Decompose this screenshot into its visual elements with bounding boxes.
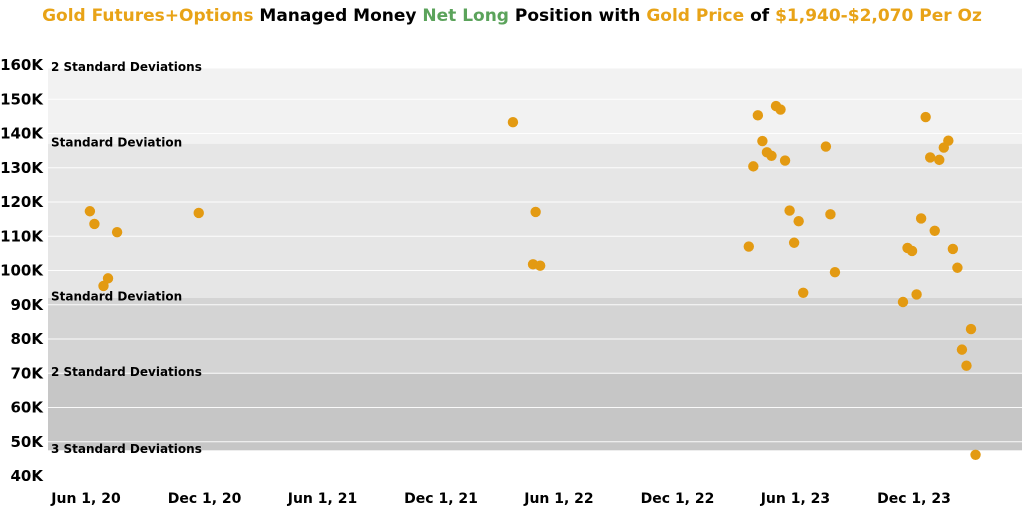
data-point xyxy=(507,116,519,128)
data-point xyxy=(943,135,954,146)
band-label: Standard Deviation xyxy=(51,289,182,303)
data-point xyxy=(748,161,759,172)
title-segment: $1,940-$2,070 Per Oz xyxy=(775,6,982,26)
y-tick-label: 40K xyxy=(11,467,45,485)
band-label: 2 Standard Deviations xyxy=(51,365,202,379)
data-point xyxy=(965,323,977,335)
data-point xyxy=(89,218,100,230)
data-point xyxy=(798,287,809,298)
band-label: 3 Standard Deviations xyxy=(51,442,202,456)
data-point xyxy=(934,154,945,166)
x-tick-label: Jun 1, 20 xyxy=(50,491,121,507)
y-tick-label: 50K xyxy=(11,433,45,451)
x-tick-label: Dec 1, 21 xyxy=(404,491,478,507)
data-point xyxy=(757,135,768,147)
data-point xyxy=(793,215,804,227)
sd-band xyxy=(48,373,1022,451)
data-point xyxy=(752,110,764,121)
chart-title: Gold Futures+Options Managed Money Net L… xyxy=(0,6,1024,26)
data-point xyxy=(84,206,96,217)
y-tick-label: 60K xyxy=(11,399,45,417)
data-point xyxy=(920,111,931,123)
data-point xyxy=(956,344,968,355)
data-point xyxy=(970,449,981,460)
data-point xyxy=(820,141,832,152)
x-tick-label: Jun 1, 23 xyxy=(760,491,830,507)
y-tick-label: 100K xyxy=(0,262,44,280)
data-point xyxy=(924,152,936,163)
title-segment: Gold Price xyxy=(646,6,745,26)
y-tick-label: 160K xyxy=(0,56,44,74)
data-point xyxy=(98,280,109,292)
y-tick-label: 130K xyxy=(0,159,44,177)
data-point xyxy=(961,360,972,371)
y-tick-label: 150K xyxy=(0,90,44,108)
data-point xyxy=(530,206,541,218)
title-segment: Managed Money xyxy=(253,6,423,26)
y-tick-label: 80K xyxy=(11,330,45,348)
data-point xyxy=(906,245,918,257)
y-tick-label: 110K xyxy=(0,227,44,245)
data-point xyxy=(102,273,114,284)
x-tick-label: Jun 1, 21 xyxy=(287,491,357,507)
sd-band xyxy=(48,68,1022,144)
data-point xyxy=(829,267,841,278)
band-label: Standard Deviation xyxy=(51,135,182,149)
title-segment: Net Long xyxy=(422,6,509,26)
x-tick-label: Dec 1, 23 xyxy=(877,491,951,507)
y-tick-label: 120K xyxy=(0,193,44,211)
data-point xyxy=(784,205,795,216)
x-tick-label: Dec 1, 20 xyxy=(168,491,242,507)
sd-band xyxy=(48,143,1022,298)
title-segment: of xyxy=(744,6,776,26)
data-point xyxy=(534,260,546,271)
data-point xyxy=(779,155,791,166)
y-tick-label: 70K xyxy=(11,364,45,382)
x-tick-label: Jun 1, 22 xyxy=(523,491,593,507)
title-segment: Position with xyxy=(508,6,647,26)
title-segment: Gold Futures+Options xyxy=(42,6,254,26)
data-point xyxy=(825,209,836,220)
data-point xyxy=(897,296,909,308)
data-point xyxy=(952,262,963,273)
data-point xyxy=(929,225,940,236)
data-point xyxy=(775,104,786,115)
data-point xyxy=(193,207,204,219)
data-point xyxy=(111,226,123,238)
data-point xyxy=(947,243,959,255)
data-point xyxy=(743,241,754,252)
y-tick-label: 90K xyxy=(11,296,45,314)
y-tick-label: 140K xyxy=(0,125,44,143)
data-point xyxy=(766,150,777,161)
data-point xyxy=(911,289,922,300)
data-point xyxy=(915,213,927,224)
sd-band xyxy=(48,297,1022,374)
x-tick-label: Dec 1, 22 xyxy=(641,491,715,507)
band-label: 2 Standard Deviations xyxy=(51,60,202,74)
data-point xyxy=(788,237,800,248)
